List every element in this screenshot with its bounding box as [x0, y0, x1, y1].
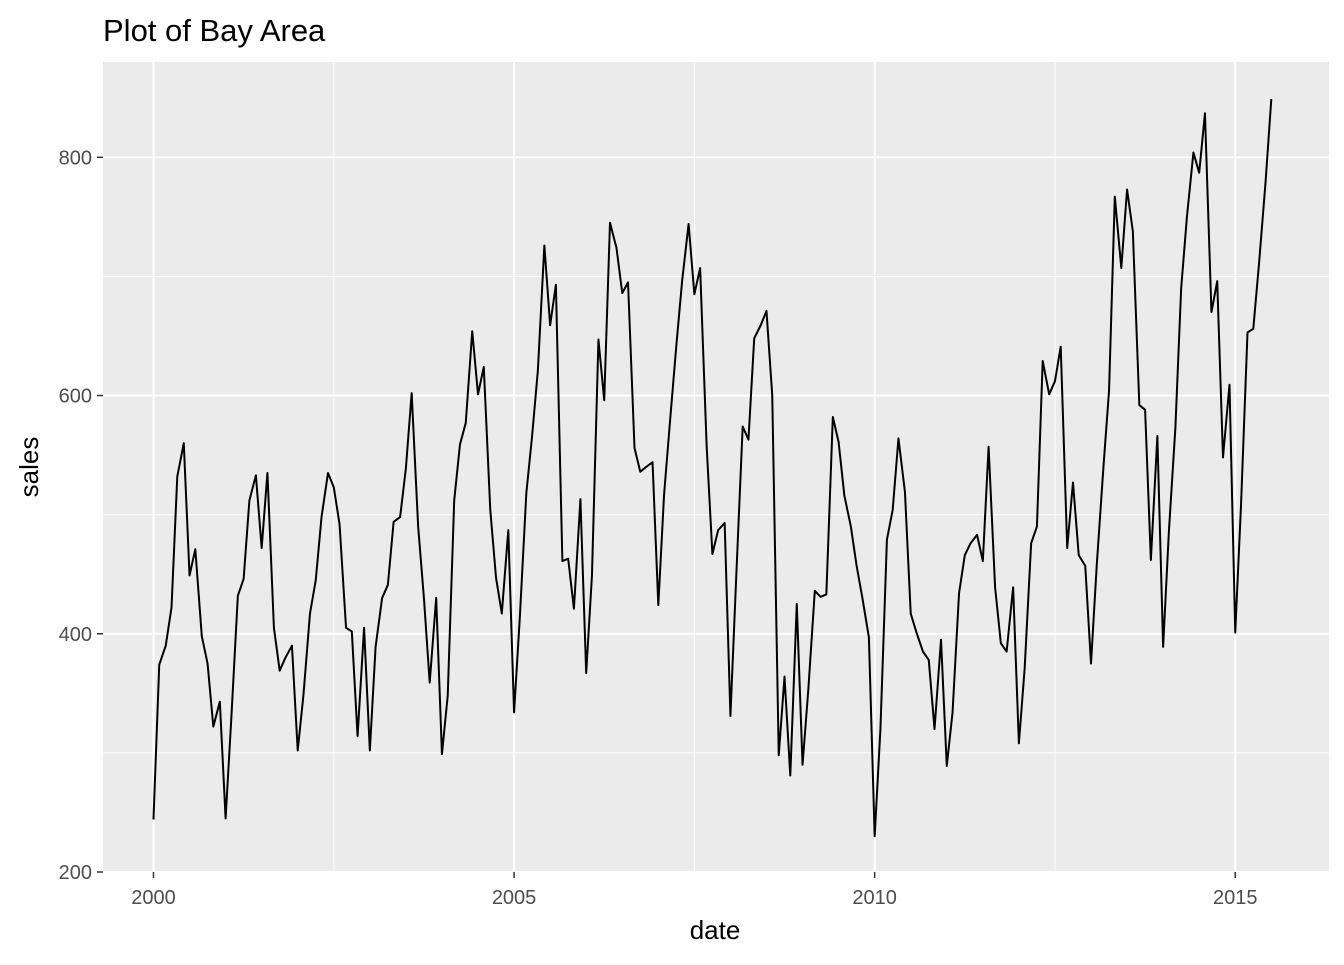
major-gridlines: [103, 62, 1329, 873]
series-layer: [152, 98, 1273, 838]
y-axis-title: sales: [14, 437, 44, 498]
y-tick-label: 400: [59, 624, 92, 646]
minor-gridlines: [103, 62, 1329, 872]
x-tick-label: 2010: [852, 887, 897, 909]
axis-ticks: [97, 156, 1236, 878]
x-tick-label: 2015: [1213, 887, 1258, 909]
tick-labels: 2000 2005 2010 2015 200 400 600 800: [59, 147, 1258, 909]
x-tick-label: 2000: [131, 887, 176, 909]
series-line: [152, 98, 1273, 838]
y-tick-label: 600: [59, 386, 92, 408]
x-axis-title: date: [690, 915, 741, 945]
chart-title: Plot of Bay Area: [103, 13, 326, 48]
y-tick-label: 800: [59, 147, 92, 169]
plot-panel: [103, 62, 1329, 872]
y-tick-label: 200: [59, 862, 92, 884]
x-tick-label: 2005: [492, 887, 537, 909]
